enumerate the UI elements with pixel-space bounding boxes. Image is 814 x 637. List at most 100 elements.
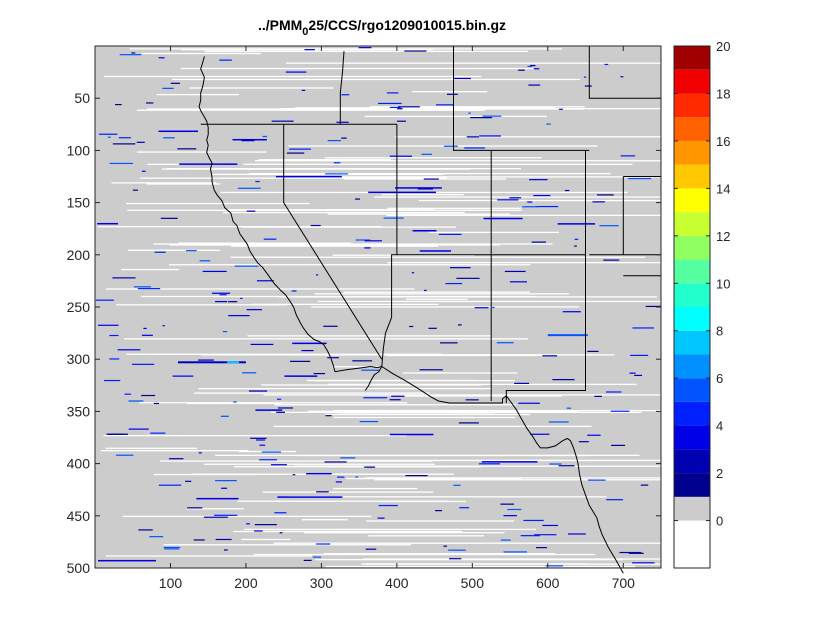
rain-streak: [435, 510, 442, 512]
scan-gap: [306, 379, 475, 382]
rain-streak: [419, 369, 443, 371]
scan-gap: [103, 75, 482, 78]
rain-streak: [474, 307, 489, 309]
rain-streak: [138, 529, 153, 531]
rain-streak: [640, 484, 649, 486]
rain-streak: [628, 177, 652, 180]
scan-gap: [103, 434, 407, 437]
rain-streak: [153, 402, 160, 405]
rain-streak: [256, 439, 266, 441]
rain-streak: [389, 399, 401, 401]
rain-streak: [284, 375, 318, 377]
scan-gap: [247, 335, 492, 337]
scan-gap: [362, 558, 661, 560]
rain-streak: [109, 334, 119, 337]
scan-gap: [147, 108, 585, 110]
rain-streak: [587, 434, 601, 436]
scan-gap: [230, 245, 439, 247]
rain-streak: [98, 133, 118, 135]
rain-streak: [479, 135, 501, 137]
rain-streak: [448, 549, 466, 551]
rain-streak: [557, 223, 596, 225]
rain-streak: [534, 534, 557, 536]
colorbar-bin: [674, 401, 710, 426]
x-tick-label: 500: [461, 575, 485, 591]
rain-streak: [270, 464, 287, 466]
y-tick-label: 450: [67, 508, 91, 524]
scan-gap: [163, 544, 412, 546]
rain-streak: [246, 210, 256, 212]
rain-streak: [536, 205, 559, 208]
boundary-ca-nv-border: [283, 124, 383, 360]
rain-streak: [411, 272, 415, 274]
rain-streak: [215, 300, 228, 303]
rain-streak: [518, 69, 525, 71]
rain-streak: [141, 170, 146, 172]
scan-gap: [273, 542, 661, 544]
rain-streak: [158, 57, 165, 59]
rain-streak: [546, 123, 551, 125]
rain-streak: [584, 85, 592, 87]
colorbar-bin: [674, 378, 710, 402]
colorbar-bin: [674, 520, 710, 568]
colorbar-bin: [674, 330, 710, 355]
rain-streak: [164, 548, 180, 550]
chart-title: ../PMM025/CCS/rgo1209010015.bin.gz: [258, 17, 506, 38]
rain-streak: [219, 294, 227, 296]
colorbar-tick-label: 20: [716, 39, 730, 54]
rain-streak: [457, 324, 462, 326]
scan-gap: [242, 226, 456, 228]
scan-gap: [171, 78, 581, 81]
rain-streak: [548, 421, 569, 423]
scan-gap: [194, 392, 430, 394]
rain-streak: [301, 89, 306, 91]
rain-streak: [333, 162, 341, 164]
rain-streak: [162, 325, 165, 327]
rain-streak: [136, 141, 145, 143]
rain-streak: [312, 556, 322, 558]
plot-area: [94, 45, 662, 574]
rain-streak: [630, 354, 649, 357]
rain-streak: [632, 327, 654, 329]
scan-gap: [223, 211, 465, 214]
rain-streak: [211, 292, 231, 294]
rain-streak: [232, 138, 267, 141]
rain-streak: [325, 173, 348, 175]
scan-gap: [327, 213, 510, 215]
scan-gap: [346, 477, 522, 480]
scan-gap: [203, 463, 435, 465]
scan-gap: [140, 177, 447, 179]
scan-gap: [332, 366, 381, 368]
scan-gap: [419, 199, 661, 202]
x-tick-label: 600: [536, 575, 560, 591]
rain-streak: [358, 47, 372, 49]
scan-gap: [402, 372, 518, 374]
rain-streak: [263, 238, 277, 240]
rain-streak: [275, 175, 342, 178]
rain-streak: [423, 178, 439, 180]
scan-gap: [230, 256, 646, 258]
rain-streak: [185, 480, 192, 482]
rain-streak: [316, 491, 329, 493]
rain-streak: [603, 259, 620, 261]
rain-streak: [481, 461, 538, 463]
rain-streak: [592, 201, 605, 203]
rain-streak: [619, 551, 642, 554]
rain-streak: [304, 49, 315, 51]
scan-gap: [289, 496, 607, 498]
scan-gap: [338, 412, 494, 414]
colorbar-bin: [674, 307, 710, 331]
rain-streak: [240, 297, 243, 300]
rain-streak: [459, 507, 470, 509]
rain-streak: [278, 407, 294, 409]
rain-streak: [509, 281, 527, 283]
rain-streak: [468, 112, 471, 114]
rain-streak: [324, 461, 347, 463]
scan-gap: [139, 402, 408, 404]
scan-gap: [333, 416, 516, 419]
rain-streak: [559, 108, 563, 110]
rain-streak: [291, 290, 297, 292]
rain-streak: [470, 117, 493, 119]
rain-streak: [327, 139, 341, 142]
rain-streak: [279, 532, 283, 534]
